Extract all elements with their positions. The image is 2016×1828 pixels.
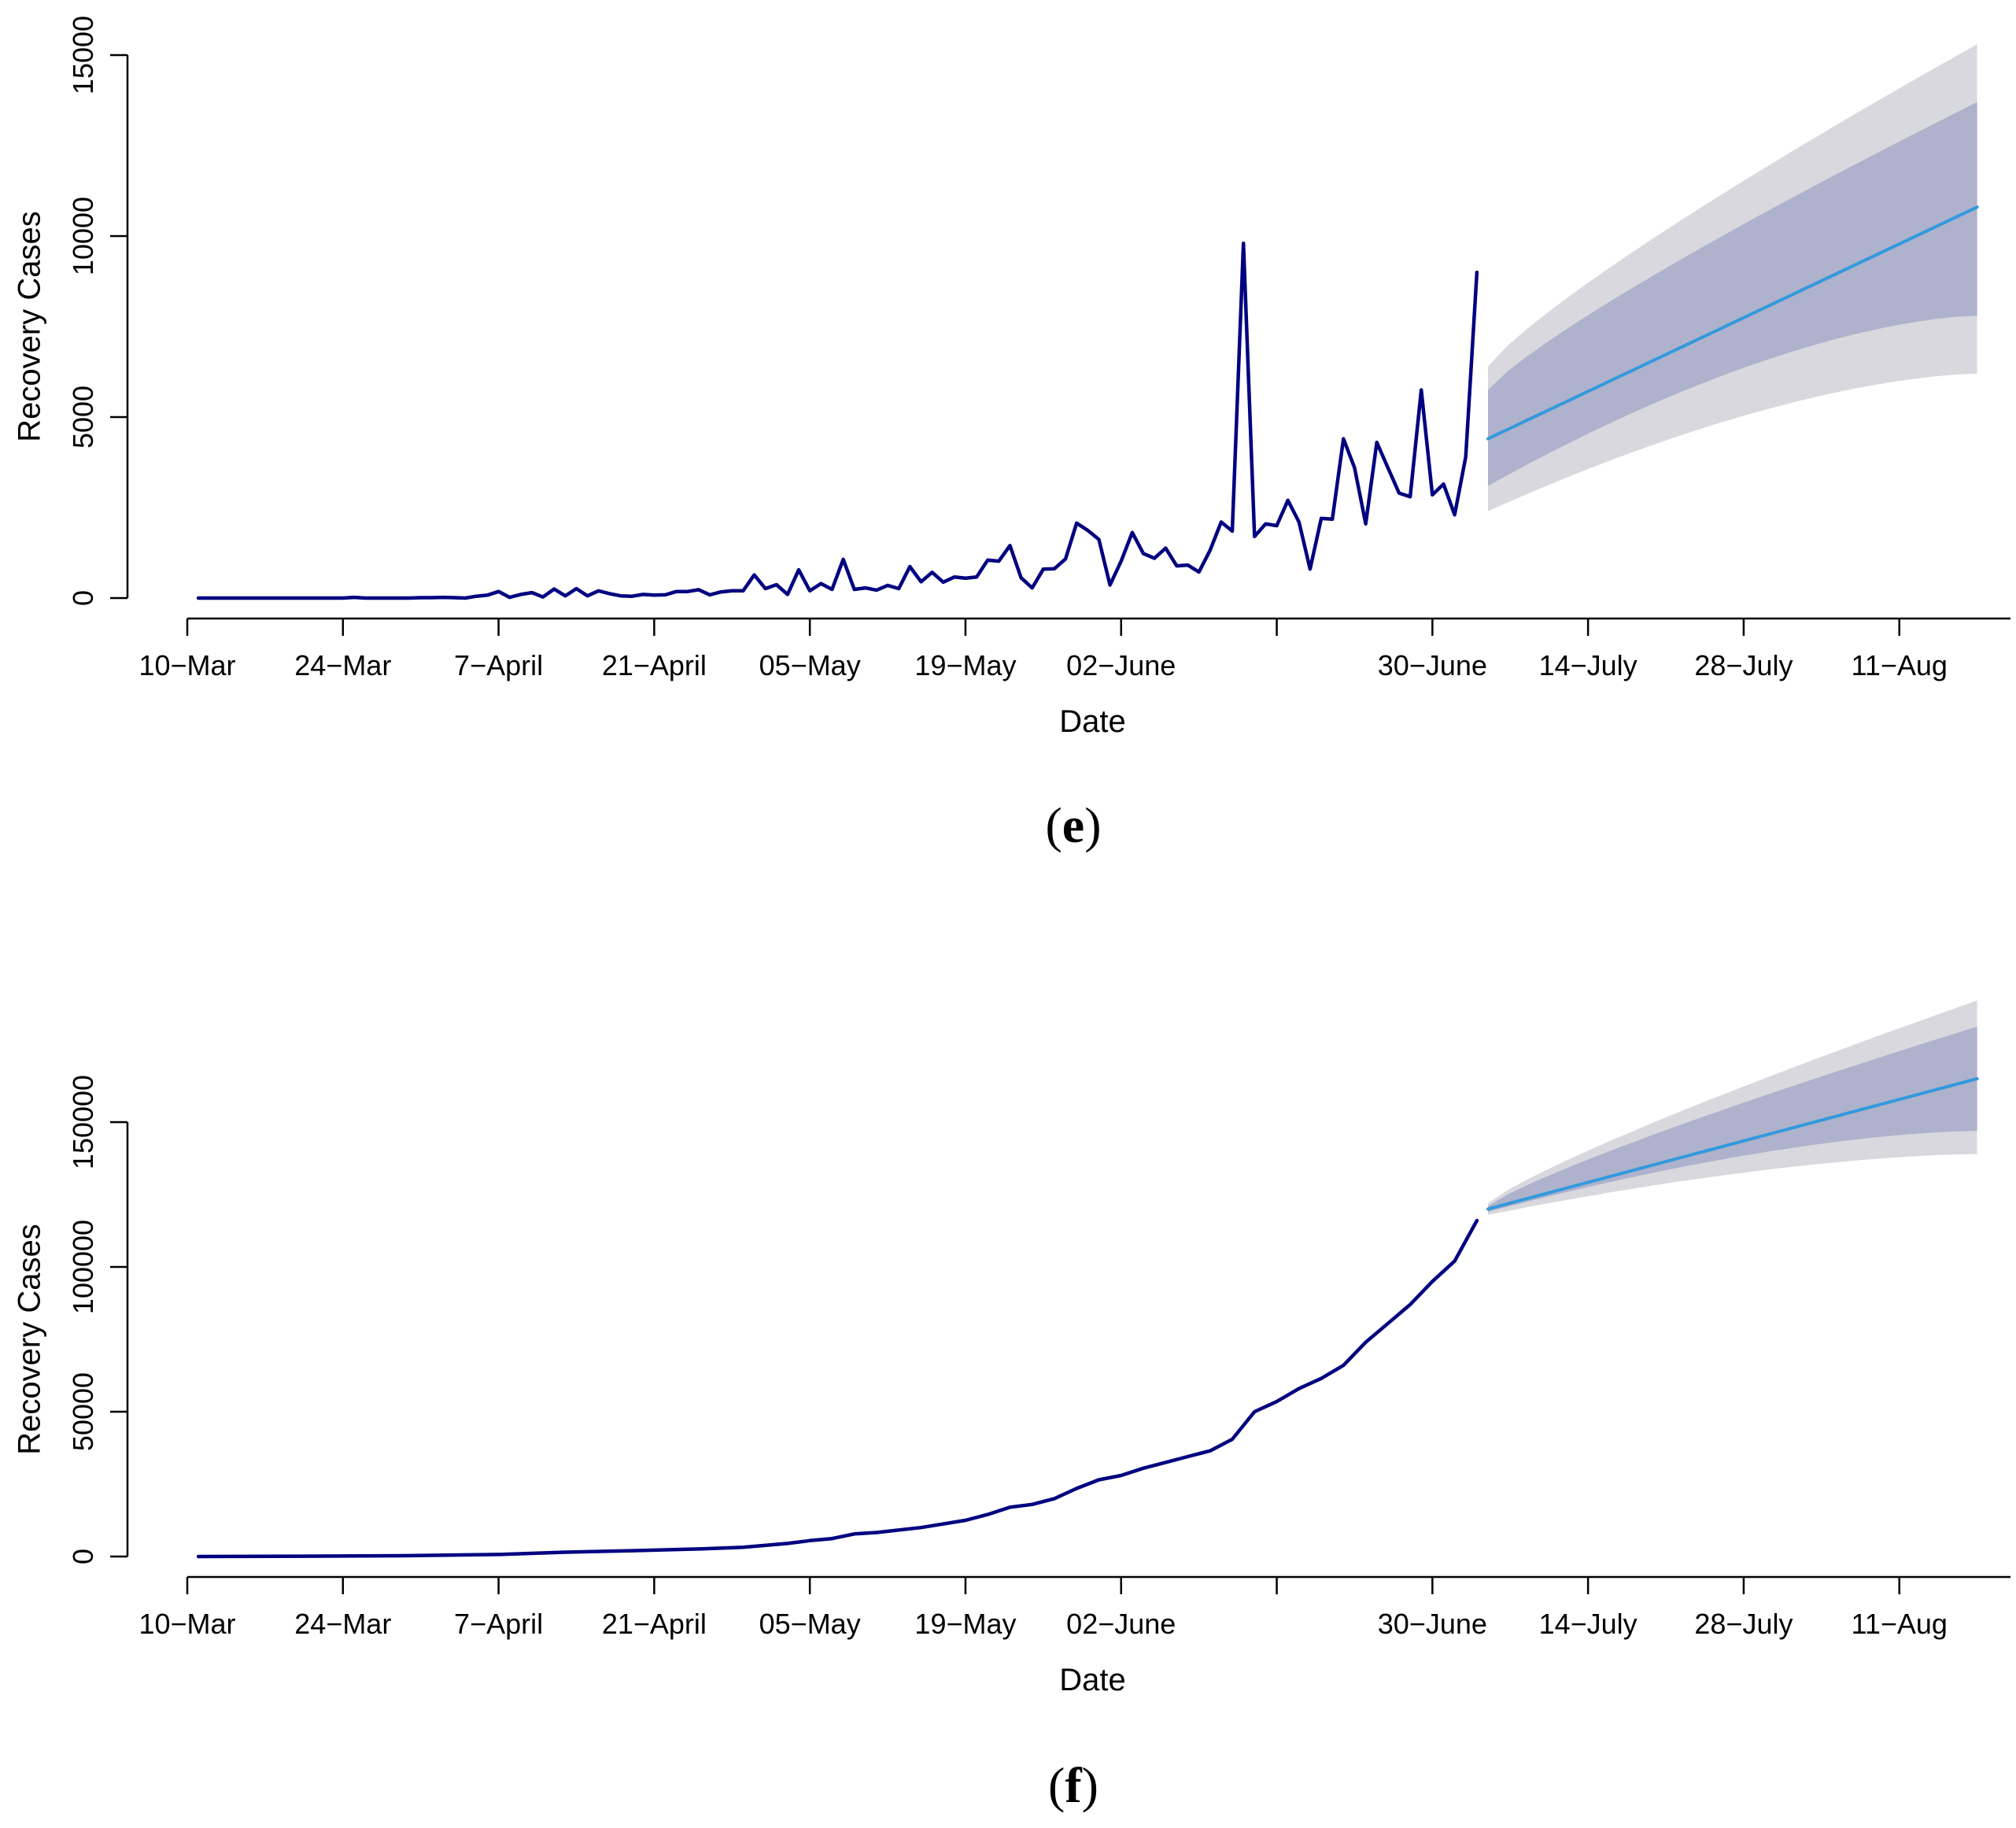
x-tick-label: 7−April xyxy=(454,649,543,681)
x-axis-title: Date xyxy=(1059,704,1126,739)
x-tick-label: 19−May xyxy=(914,649,1016,681)
x-tick-label: 30−June xyxy=(1378,649,1487,681)
x-tick-label: 21−April xyxy=(602,649,707,681)
panel-f-chart: 0 50000 100000 150000 10−Mar 24−Mar 7−April 21−… xyxy=(13,1000,2010,1813)
panel-label: (f) xyxy=(1048,1757,1098,1813)
x-tick-label: 19−May xyxy=(914,1608,1016,1640)
panel-label: (e) xyxy=(1045,797,1101,853)
x-axis-title: Date xyxy=(1059,1663,1126,1697)
x-tick-label: 02−June xyxy=(1066,649,1176,681)
y-axis-title: Recovery Cases xyxy=(13,211,47,441)
x-tick-label: 11−Aug xyxy=(1851,1608,1947,1640)
x-tick-label: 14−July xyxy=(1539,649,1638,681)
y-tick-label: 0 xyxy=(67,590,99,606)
x-tick-label: 02−June xyxy=(1066,1608,1176,1640)
x-tick-label: 7−April xyxy=(454,1608,543,1640)
x-tick-label: 14−July xyxy=(1539,1608,1638,1640)
x-tick-label: 10−Mar xyxy=(138,1608,235,1640)
forecast-band-inner xyxy=(1488,102,1977,486)
panel-label-close: ) xyxy=(1084,797,1101,853)
x-tick-label: 21−April xyxy=(602,1608,707,1640)
forecast-series-line xyxy=(1486,205,1979,441)
forecast-series-line xyxy=(1486,1076,1979,1211)
x-tick-label: 05−May xyxy=(759,649,861,681)
x-tick-label: 30−June xyxy=(1378,1608,1487,1640)
panel-label-open: ( xyxy=(1048,1757,1065,1813)
x-tick-label: 28−July xyxy=(1694,649,1793,681)
x-tick-label: 24−Mar xyxy=(294,649,391,681)
y-tick-label: 0 xyxy=(67,1549,99,1564)
x-tick-label: 24−Mar xyxy=(294,1608,391,1640)
y-axis-title: Recovery Cases xyxy=(13,1224,47,1454)
y-tick-label: 10000 xyxy=(67,197,99,275)
y-tick-label: 100000 xyxy=(67,1220,99,1314)
y-tick-label: 50000 xyxy=(67,1372,99,1451)
x-tick-label: 10−Mar xyxy=(138,649,235,681)
forecast-band-inner xyxy=(1488,1026,1977,1213)
panel-e-chart: 0 5000 10000 15000 10−Mar 24−Mar 7−April 21−Apr… xyxy=(13,16,2010,853)
panel-label-letter: f xyxy=(1065,1757,1082,1813)
y-tick-label: 15000 xyxy=(67,16,99,94)
x-tick-label: 05−May xyxy=(759,1608,861,1640)
panel-label-open: ( xyxy=(1045,797,1062,853)
observed-series-line xyxy=(196,241,1479,600)
x-tick-label: 11−Aug xyxy=(1851,649,1947,681)
y-tick-label: 5000 xyxy=(67,386,99,449)
panel-label-letter: e xyxy=(1062,797,1084,853)
x-tick-label: 28−July xyxy=(1694,1608,1793,1640)
panel-label-close: ) xyxy=(1082,1757,1098,1813)
observed-series-line xyxy=(196,1218,1479,1559)
y-tick-label: 150000 xyxy=(67,1075,99,1169)
